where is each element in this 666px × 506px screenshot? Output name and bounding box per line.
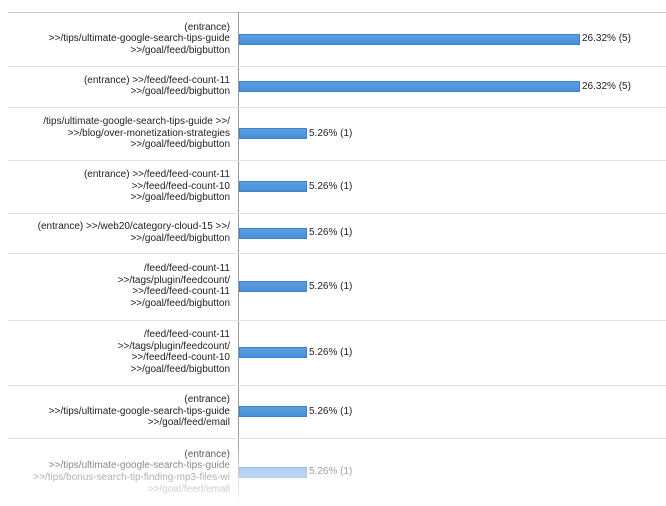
- bar: [239, 81, 580, 92]
- category-label: (entrance) >>/web20/category-cloud-15 >>…: [4, 221, 230, 244]
- category-label: /feed/feed-count-11 >>/tags/plugin/feedco…: [4, 329, 230, 375]
- category-label-line: (entrance) >>/feed/feed-count-11: [83, 74, 230, 86]
- row-separator: [8, 320, 666, 321]
- category-label-line: >>/goal/feed/bigbutton: [130, 232, 230, 244]
- category-label-line: >>/goal/feed/email: [147, 417, 230, 429]
- top-rule: [8, 12, 666, 13]
- category-label-line: (entrance): [184, 21, 230, 33]
- category-label-line: >>/tips/ultimate-google-search-tips-guid…: [48, 460, 230, 472]
- bar: [239, 181, 307, 192]
- bar: [239, 406, 307, 417]
- category-label: (entrance) >>/tips/ultimate-google-search…: [4, 22, 230, 57]
- bar: [239, 466, 307, 478]
- bar-value-label: 5.26% (1): [309, 127, 353, 139]
- category-label-line: >>/goal/feed/bigbutton: [130, 364, 230, 376]
- bar: [239, 347, 307, 358]
- category-label-line: >>/goal/feed/bigbutton: [130, 298, 230, 310]
- category-label-line: >>/goal/feed/email: [147, 483, 230, 495]
- row-separator: [8, 438, 666, 439]
- category-label-line: >>/feed/feed-count-10: [131, 180, 230, 192]
- category-label: (entrance) >>/feed/feed-count-11 >>/feed/…: [4, 169, 230, 204]
- category-label-line: (entrance): [184, 394, 230, 406]
- category-label-line: >>/goal/feed/bigbutton: [130, 86, 230, 98]
- category-label-line: (entrance) >>/feed/feed-count-11: [83, 169, 230, 181]
- category-label: (entrance) >>/tips/ultimate-google-search…: [4, 449, 230, 495]
- bar-value-label: 5.26% (1): [309, 466, 353, 477]
- bar-value-label: 5.26% (1): [309, 405, 353, 417]
- bar-value-label: 26.32% (5): [582, 33, 631, 44]
- row-separator: [8, 66, 666, 67]
- category-label-line: >>/tags/plugin/feedcount/: [117, 274, 230, 286]
- category-label-line: >>/goal/feed/bigbutton: [130, 192, 230, 204]
- row-separator: [8, 253, 666, 254]
- bar-value-label: 26.32% (5): [582, 80, 631, 92]
- bar-value-label: 5.26% (1): [309, 346, 353, 358]
- bar-value-label: 5.26% (1): [309, 280, 353, 292]
- category-label-line: >>/goal/feed/bigbutton: [130, 139, 230, 151]
- category-label: /tips/ultimate-google-search-tips-guide …: [4, 116, 230, 151]
- row-separator: [8, 107, 666, 108]
- category-label: (entrance) >>/tips/ultimate-google-search…: [4, 394, 230, 429]
- bar-value-label: 5.26% (1): [309, 180, 353, 192]
- category-label-line: >>/feed/feed-count-10: [131, 352, 230, 364]
- category-label-line: (entrance): [184, 448, 230, 460]
- category-label-line: >>/tips/bonus-search-tip-finding-mp3-fil…: [33, 471, 230, 483]
- category-label-line: >>/tips/ultimate-google-search-tips-guid…: [48, 405, 230, 417]
- category-label-line: (entrance) >>/web20/category-cloud-15 >>…: [37, 221, 230, 233]
- bar: [239, 33, 580, 45]
- bar: [239, 128, 307, 139]
- bar-value-label: 5.26% (1): [309, 227, 353, 238]
- bar: [239, 227, 307, 239]
- category-label-line: >>/blog/over-monetization-strategies: [67, 127, 230, 139]
- category-label-line: >>/tags/plugin/feedcount/: [117, 340, 230, 352]
- category-label-line: /feed/feed-count-11: [144, 263, 230, 275]
- row-separator: [8, 385, 666, 386]
- category-label-line: >>/tips/ultimate-google-search-tips-guid…: [48, 33, 230, 45]
- row-separator: [8, 160, 666, 161]
- category-label: /feed/feed-count-11 >>/tags/plugin/feedco…: [4, 263, 230, 309]
- row-separator: [8, 213, 666, 214]
- value-axis-line: [238, 12, 239, 506]
- category-label-line: /feed/feed-count-11: [144, 329, 230, 341]
- category-label-line: >>/goal/feed/bigbutton: [130, 44, 230, 56]
- category-label: (entrance) >>/feed/feed-count-11 >>/goal/…: [4, 75, 230, 98]
- category-label-line: /tips/ultimate-google-search-tips-guide …: [43, 116, 230, 128]
- bar: [239, 281, 307, 292]
- category-label-line: >>/feed/feed-count-11: [132, 286, 230, 298]
